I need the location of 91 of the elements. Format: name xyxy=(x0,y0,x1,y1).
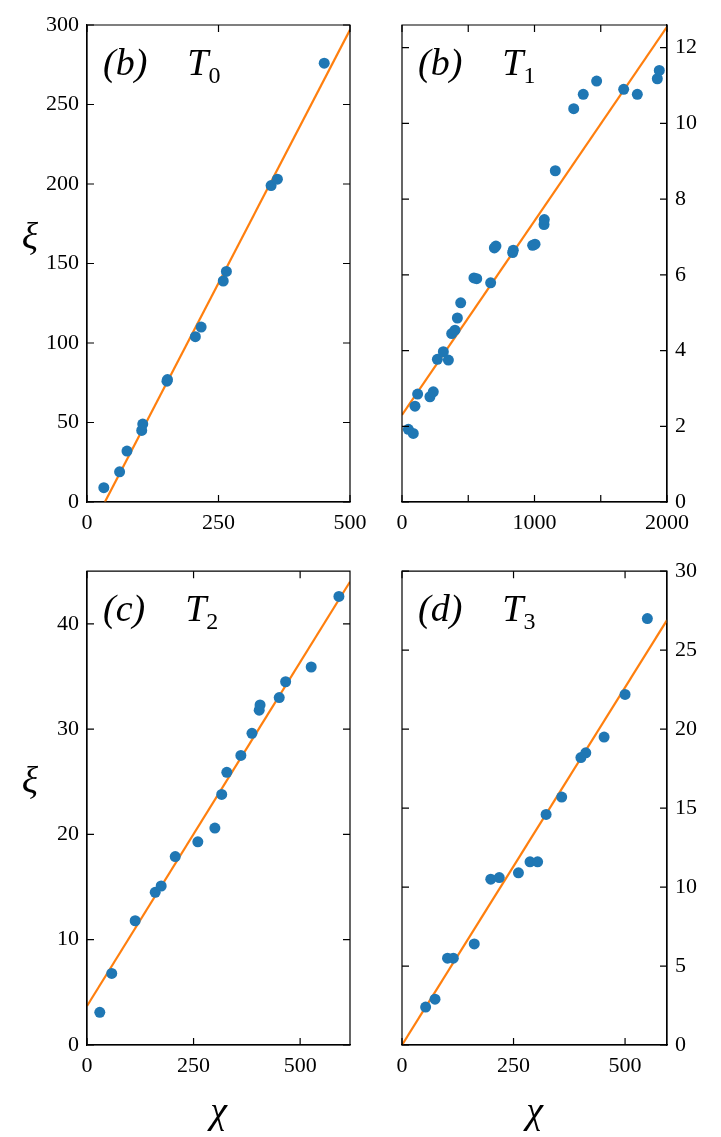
point xyxy=(442,354,454,366)
y-tick-label: 200 xyxy=(46,169,79,195)
y-tick-label: 0 xyxy=(68,1030,79,1056)
y-tick-label: 10 xyxy=(57,925,79,951)
x-tick-label: 500 xyxy=(333,508,367,534)
y-tick-label: 20 xyxy=(57,820,79,846)
point xyxy=(598,731,610,743)
point xyxy=(169,851,181,863)
point xyxy=(556,791,568,803)
point xyxy=(333,590,345,602)
point xyxy=(549,165,561,177)
y2-tick-label: 5 xyxy=(675,951,686,977)
y2-tick-label: 25 xyxy=(675,635,697,661)
point xyxy=(217,275,229,287)
point xyxy=(273,692,285,704)
y2-tick-label: 6 xyxy=(675,260,686,286)
y-tick-label: 30 xyxy=(57,714,79,740)
point xyxy=(106,967,118,979)
point xyxy=(94,1006,106,1018)
x-tick-label: 1000 xyxy=(512,508,557,534)
point xyxy=(449,324,461,336)
point xyxy=(412,388,424,400)
point xyxy=(631,88,643,100)
point xyxy=(216,788,228,800)
x-tick-label: 0 xyxy=(396,1051,408,1077)
x-tick-label: 500 xyxy=(283,1051,317,1077)
x-tick-label: 500 xyxy=(608,1051,642,1077)
point xyxy=(468,938,480,950)
point xyxy=(271,173,283,185)
point xyxy=(209,822,221,834)
point xyxy=(653,64,665,76)
y2-tick-label: 12 xyxy=(675,33,697,59)
y2-tick-label: 15 xyxy=(675,793,697,819)
y2-tick-label: 8 xyxy=(675,184,686,210)
y2-tick-label: 10 xyxy=(675,109,697,135)
point xyxy=(641,613,653,625)
point xyxy=(451,312,463,324)
point xyxy=(493,872,505,884)
point xyxy=(121,445,133,457)
x-axis-title: χ xyxy=(522,1089,545,1131)
y2-tick-label: 20 xyxy=(675,714,697,740)
point xyxy=(155,880,167,892)
y-tick-label: 150 xyxy=(46,249,79,275)
x-tick-label: 250 xyxy=(497,1051,531,1077)
point xyxy=(129,915,141,927)
point xyxy=(318,57,330,69)
x-axis-title: χ xyxy=(206,1089,229,1131)
point xyxy=(591,75,603,87)
y-tick-label: 100 xyxy=(46,328,79,354)
point xyxy=(540,808,552,820)
y-axis-title: ξ xyxy=(21,759,39,802)
point xyxy=(455,297,467,309)
point xyxy=(618,83,630,95)
point xyxy=(409,400,421,412)
point xyxy=(420,1001,432,1013)
point xyxy=(305,661,317,673)
y2-tick-label: 0 xyxy=(675,1030,686,1056)
y2-tick-label: 2 xyxy=(675,412,686,438)
point xyxy=(437,346,449,358)
y-tick-label: 0 xyxy=(68,487,79,513)
point xyxy=(221,766,233,778)
point xyxy=(580,747,592,759)
point xyxy=(98,482,110,494)
point xyxy=(619,688,631,700)
point xyxy=(246,727,258,739)
point xyxy=(577,88,589,100)
point xyxy=(114,466,126,478)
y-tick-label: 300 xyxy=(46,10,79,36)
x-tick-label: 250 xyxy=(202,508,235,534)
x-tick-label: 0 xyxy=(396,508,408,534)
point xyxy=(407,427,419,439)
y2-tick-label: 10 xyxy=(675,872,697,898)
point xyxy=(485,277,497,289)
y2-tick-label: 30 xyxy=(675,556,697,582)
y-tick-label: 40 xyxy=(57,609,79,635)
point xyxy=(429,993,441,1005)
y-tick-label: 50 xyxy=(57,408,79,434)
point xyxy=(192,836,204,848)
point xyxy=(512,867,524,879)
point xyxy=(427,386,439,398)
point xyxy=(220,265,232,277)
point xyxy=(431,353,443,365)
y-tick-label: 250 xyxy=(46,90,79,116)
point xyxy=(568,103,580,115)
x-tick-label: 250 xyxy=(177,1051,211,1077)
point xyxy=(189,331,201,343)
point xyxy=(195,321,207,333)
y2-tick-label: 4 xyxy=(675,336,686,362)
point xyxy=(235,749,247,761)
y-axis-title: ξ xyxy=(21,214,39,257)
point xyxy=(280,676,292,688)
